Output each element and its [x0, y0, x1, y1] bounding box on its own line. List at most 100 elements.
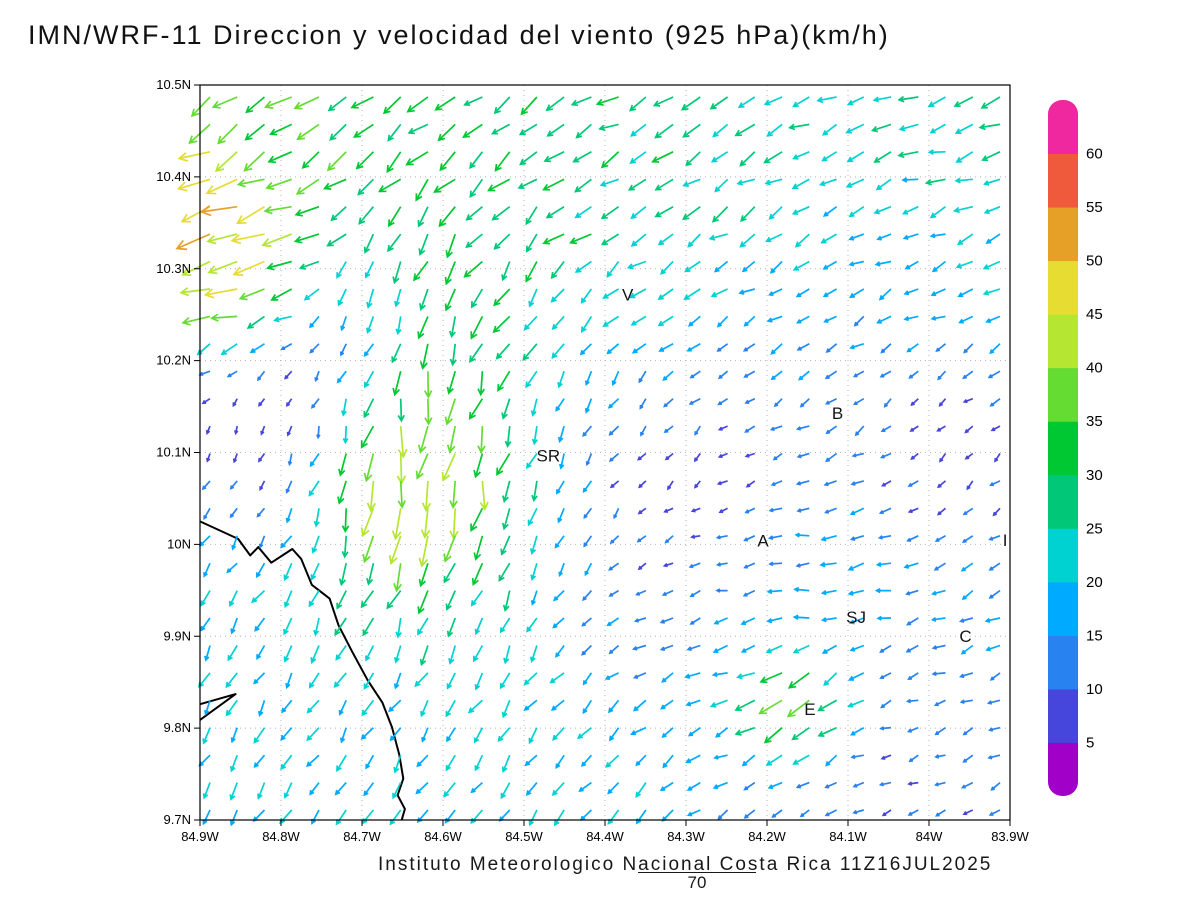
wind-arrow: [931, 260, 947, 273]
chart-title: IMN/WRF-11 Direccion y velocidad del vie…: [28, 20, 890, 50]
wind-arrow: [303, 288, 320, 301]
wind-arrow: [845, 178, 865, 188]
wind-arrow: [713, 260, 729, 273]
wind-arrow: [491, 123, 511, 135]
wind-arrow: [654, 205, 674, 218]
wind-arrow: [581, 617, 592, 627]
wind-arrow: [558, 562, 565, 577]
wind-arrow: [740, 644, 756, 653]
wind-arrow: [582, 699, 593, 715]
wind-arrow: [715, 588, 728, 593]
wind-arrow: [741, 754, 756, 767]
wind-arrow: [878, 781, 892, 787]
wind-arrow: [258, 398, 266, 407]
wind-arrow: [878, 288, 892, 301]
wind-arrow: [230, 727, 238, 744]
wind-arrow: [772, 452, 783, 461]
wind-arrow: [555, 754, 565, 770]
wind-arrow: [716, 343, 729, 352]
wind-arrow: [363, 782, 375, 797]
wind-arrow: [260, 425, 266, 436]
wind-arrow: [584, 398, 593, 414]
wind-arrow: [637, 507, 647, 515]
wind-arrow: [582, 672, 593, 686]
x-tick-label: 84.9W: [181, 829, 219, 844]
wind-arrow: [517, 178, 538, 190]
wind-arrow: [758, 699, 783, 715]
wind-arrow: [602, 288, 620, 299]
wind-arrow: [407, 123, 429, 135]
wind-arrow: [629, 151, 647, 164]
wind-arrow: [386, 590, 402, 610]
wind-arrow: [877, 534, 892, 540]
wind-arrow: [253, 672, 266, 685]
wind-arrow: [852, 809, 865, 815]
wind-arrow: [638, 370, 647, 384]
wind-arrow: [792, 260, 810, 271]
wind-arrow: [467, 699, 483, 714]
wind-arrow: [582, 480, 593, 494]
wind-arrow: [766, 588, 783, 595]
wind-arrow: [682, 123, 701, 138]
wind-arrow: [502, 480, 511, 504]
wind-arrow: [226, 370, 238, 378]
wind-arrow: [794, 233, 810, 248]
wind-arrow: [787, 672, 810, 689]
coastline: [199, 520, 406, 821]
wind-arrow: [711, 206, 729, 223]
wind-arrow: [686, 809, 701, 817]
wind-arrow: [689, 370, 701, 379]
wind-arrow: [487, 178, 511, 192]
wind-arrow: [853, 315, 865, 327]
wind-arrow: [905, 589, 919, 596]
wind-arrow: [768, 288, 783, 296]
wind-arrow: [820, 233, 838, 244]
wind-arrow: [581, 754, 593, 768]
wind-arrow: [474, 617, 484, 636]
wind-arrow: [238, 288, 265, 301]
wind-arrow: [989, 398, 1001, 407]
wind-arrow: [360, 590, 375, 609]
wind-arrow: [206, 233, 238, 245]
wind-arrow: [257, 782, 266, 800]
wind-arrow: [872, 96, 892, 103]
wind-arrow: [334, 617, 347, 636]
wind-arrow: [280, 727, 293, 741]
wind-arrow: [363, 398, 375, 419]
wind-arrow: [477, 371, 486, 397]
wind-arrow: [792, 96, 810, 108]
wind-arrow: [822, 123, 838, 136]
wind-arrow: [988, 534, 1001, 541]
x-tick-label: 84.7W: [343, 829, 381, 844]
colorbar-segment: [1048, 421, 1078, 476]
wind-arrow: [570, 96, 592, 107]
wind-arrow: [580, 315, 593, 334]
wind-arrow: [961, 781, 974, 789]
wind-arrow: [824, 507, 837, 514]
wind-arrow: [907, 507, 919, 514]
wind-arrow: [952, 205, 973, 214]
wind-arrow: [393, 754, 402, 774]
wind-arrow: [739, 233, 756, 248]
wind-arrow: [961, 589, 974, 601]
wind-arrow: [256, 645, 266, 660]
wind-arrow: [907, 781, 919, 786]
wind-arrow: [336, 590, 347, 610]
wind-arrow: [849, 617, 865, 625]
wind-arrow: [322, 178, 347, 190]
wind-arrow: [558, 453, 565, 470]
wind-arrow: [419, 645, 429, 667]
wind-arrow: [770, 480, 783, 487]
wind-arrow: [551, 315, 565, 331]
wind-arrow: [463, 96, 483, 107]
colorbar-segment: [1048, 581, 1078, 636]
wind-arrow: [336, 370, 347, 384]
wind-arrow: [258, 535, 266, 549]
wind-arrow: [468, 398, 484, 421]
station-labels: V SR B A SJ C E I: [536, 286, 1007, 719]
wind-arrow: [988, 809, 1001, 816]
colorbar-tick-label: 10: [1086, 681, 1103, 698]
wind-arrow: [822, 206, 838, 217]
wind-arrow: [525, 782, 538, 796]
wind-arrow: [659, 781, 674, 792]
